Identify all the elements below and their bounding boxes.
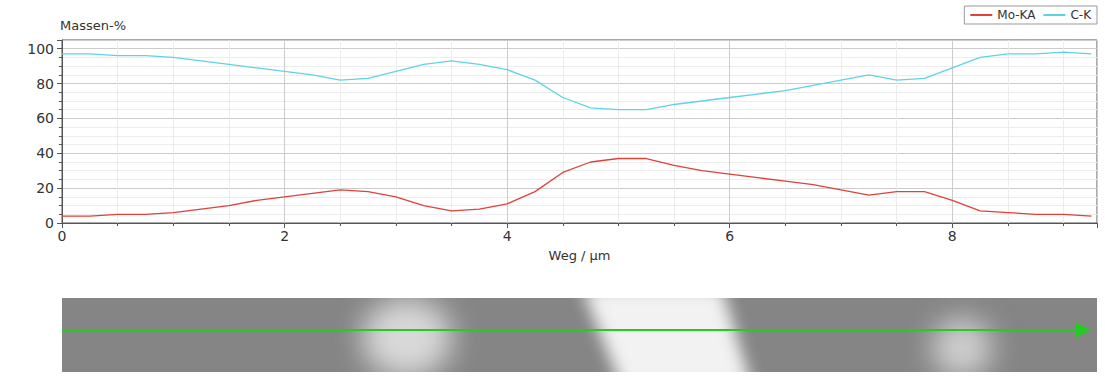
svg-text:100: 100 (27, 41, 54, 57)
svg-text:Mo-KA: Mo-KA (997, 8, 1036, 22)
svg-text:40: 40 (36, 145, 54, 161)
svg-text:20: 20 (36, 180, 54, 196)
svg-text:Massen-%: Massen-% (60, 18, 126, 33)
svg-text:4: 4 (503, 228, 512, 244)
svg-text:8: 8 (948, 228, 957, 244)
svg-text:80: 80 (36, 76, 54, 92)
svg-text:60: 60 (36, 110, 54, 126)
svg-text:Weg / µm: Weg / µm (549, 248, 611, 263)
svg-text:6: 6 (725, 228, 734, 244)
svg-text:0: 0 (45, 215, 54, 231)
svg-text:C-K: C-K (1070, 8, 1092, 22)
svg-text:0: 0 (58, 228, 67, 244)
svg-text:2: 2 (280, 228, 289, 244)
